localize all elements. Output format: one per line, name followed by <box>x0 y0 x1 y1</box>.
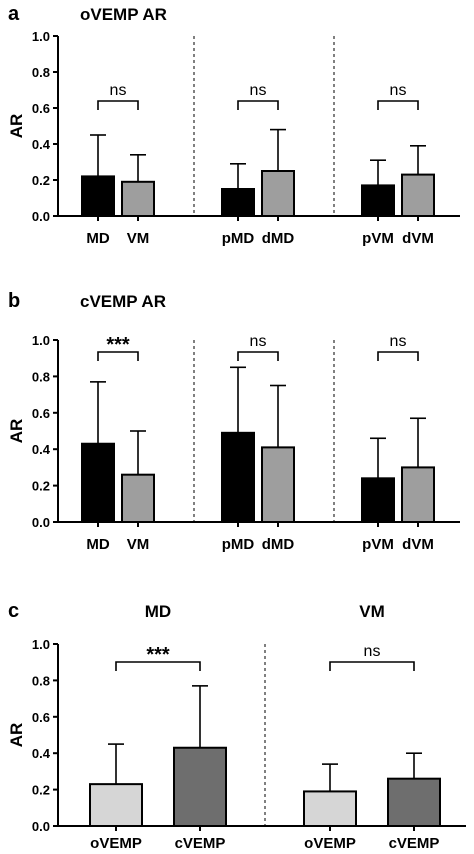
x-tick-label: pVM <box>362 536 394 553</box>
x-tick-label: MD <box>86 536 109 553</box>
y-tick-label: 0.6 <box>32 101 50 116</box>
y-tick-label: 0.4 <box>32 137 51 152</box>
y-axis-label: AR <box>7 419 26 444</box>
y-tick-label: 0.8 <box>32 65 50 80</box>
x-tick-label: VM <box>127 230 150 247</box>
significance-bracket <box>377 100 419 110</box>
x-tick-label: dMD <box>262 230 295 247</box>
y-axis-label: AR <box>7 114 26 139</box>
group-label: MD <box>145 602 171 621</box>
bar <box>89 783 143 828</box>
y-tick-label: 0.2 <box>32 479 50 494</box>
significance-bracket <box>329 661 415 671</box>
significance-bracket <box>115 661 201 671</box>
y-tick-label: 0.8 <box>32 673 50 688</box>
bar <box>261 170 295 217</box>
y-tick-label: 0.4 <box>32 746 51 761</box>
x-tick-label: pMD <box>222 536 255 553</box>
x-tick-label: oVEMP <box>90 835 142 852</box>
bar <box>221 188 255 217</box>
significance-label: ns <box>110 82 127 99</box>
bar <box>361 184 395 217</box>
bar <box>401 173 435 218</box>
panel-title: oVEMP AR <box>80 5 167 24</box>
panel-a: a oVEMP AR AR 0.0 0.2 0.4 0.6 0.8 1.0 MD VM ns pMD dM… <box>7 3 460 247</box>
bar <box>173 746 227 827</box>
significance-label: ns <box>250 333 267 350</box>
panel-title: cVEMP AR <box>80 292 166 311</box>
significance-bracket <box>237 351 279 361</box>
panel-letter: a <box>8 3 20 25</box>
x-tick-label: MD <box>86 230 109 247</box>
x-tick-label: dVM <box>402 536 434 553</box>
bar <box>361 477 395 524</box>
x-tick-label: dMD <box>262 536 295 553</box>
y-tick-label: 1.0 <box>32 29 50 44</box>
y-tick-label: 0.2 <box>32 783 50 798</box>
bar <box>121 473 155 523</box>
x-tick-label: cVEMP <box>389 835 440 852</box>
x-tick-label: pMD <box>222 230 255 247</box>
significance-bracket <box>377 351 419 361</box>
bar <box>303 790 357 827</box>
y-tick-label: 0.4 <box>32 442 51 457</box>
y-tick-label: 0.6 <box>32 710 50 725</box>
x-tick-label: dVM <box>402 230 434 247</box>
y-tick-label: 0.0 <box>32 819 50 834</box>
y-tick-label: 0.0 <box>32 515 50 530</box>
significance-label: *** <box>106 334 130 356</box>
panel-letter: b <box>8 290 20 312</box>
group-label: VM <box>359 602 385 621</box>
y-tick-label: 0.6 <box>32 406 50 421</box>
y-tick-label: 1.0 <box>32 637 50 652</box>
x-tick-label: VM <box>127 536 150 553</box>
panel-letter: c <box>8 600 19 622</box>
significance-bracket <box>237 100 279 110</box>
bar <box>387 777 441 827</box>
significance-bracket <box>97 100 139 110</box>
panel-b: b cVEMP AR AR 0.0 0.2 0.4 0.6 0.8 1.0 MD VM *** pMD d… <box>7 290 460 553</box>
bar <box>81 442 115 523</box>
bar <box>81 175 115 217</box>
x-tick-label: pVM <box>362 230 394 247</box>
y-tick-label: 0.0 <box>32 209 50 224</box>
panel-c: c AR 0.0 0.2 0.4 0.6 0.8 1.0 MD oVEMP cVEMP *** VM oV… <box>7 600 466 852</box>
significance-label: ns <box>390 333 407 350</box>
bar <box>261 446 295 524</box>
significance-label: ns <box>364 643 381 660</box>
x-tick-label: oVEMP <box>304 835 356 852</box>
significance-bracket <box>97 351 139 361</box>
bar <box>401 466 435 523</box>
x-tick-label: cVEMP <box>175 835 226 852</box>
y-tick-label: 0.2 <box>32 173 50 188</box>
bar <box>221 431 255 524</box>
y-axis-label: AR <box>7 723 26 748</box>
significance-label: ns <box>250 82 267 99</box>
significance-label: ns <box>390 82 407 99</box>
y-tick-label: 1.0 <box>32 333 50 348</box>
significance-label: *** <box>146 644 170 666</box>
bar <box>121 180 155 218</box>
y-tick-label: 0.8 <box>32 369 50 384</box>
